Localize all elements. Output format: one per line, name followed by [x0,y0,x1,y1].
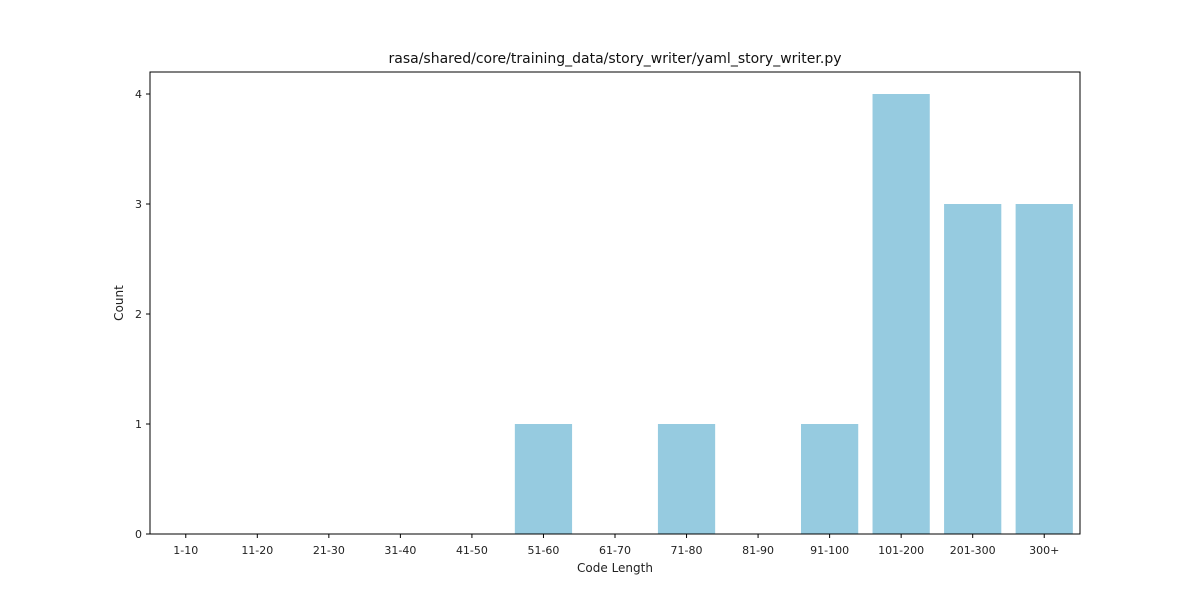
bar-300+ [1015,204,1073,534]
y-tick-label: 3 [135,198,142,211]
y-tick-label: 4 [135,88,142,101]
plot-frame [149,71,1081,535]
x-tick-label: 41-50 [456,544,488,557]
bars-group [514,94,1073,534]
x-tick-label: 71-80 [671,544,703,557]
y-tick-label: 2 [135,308,142,321]
x-tick-label: 1-10 [173,544,198,557]
y-axis: 0 1 2 3 4 [135,88,150,541]
chart-title: rasa/shared/core/training_data/story_wri… [389,51,842,67]
y-axis-title: Count [112,285,126,321]
y-tick-label: 0 [135,528,142,541]
bar-101-200 [872,94,930,534]
y-tick-label: 1 [135,418,142,431]
x-tick-label: 201-300 [950,544,996,557]
x-tick-label: 81-90 [742,544,774,557]
bar-51-60 [514,424,573,534]
x-axis: 1-10 11-20 21-30 31-40 41-50 51-60 61-70 71-80 8… [173,534,1059,557]
x-tick-label: 31-40 [384,544,416,557]
x-tick-label: 51-60 [527,544,559,557]
x-tick-label: 11-20 [241,544,273,557]
x-tick-label: 61-70 [599,544,631,557]
x-axis-title: Code Length [577,561,653,575]
x-tick-label: 101-200 [878,544,924,557]
x-tick-label: 300+ [1029,544,1059,557]
bar-91-100 [801,424,859,534]
x-tick-label: 21-30 [313,544,345,557]
x-tick-label: 91-100 [810,544,849,557]
bar-71-80 [657,424,716,534]
bar-201-300 [944,204,1002,534]
